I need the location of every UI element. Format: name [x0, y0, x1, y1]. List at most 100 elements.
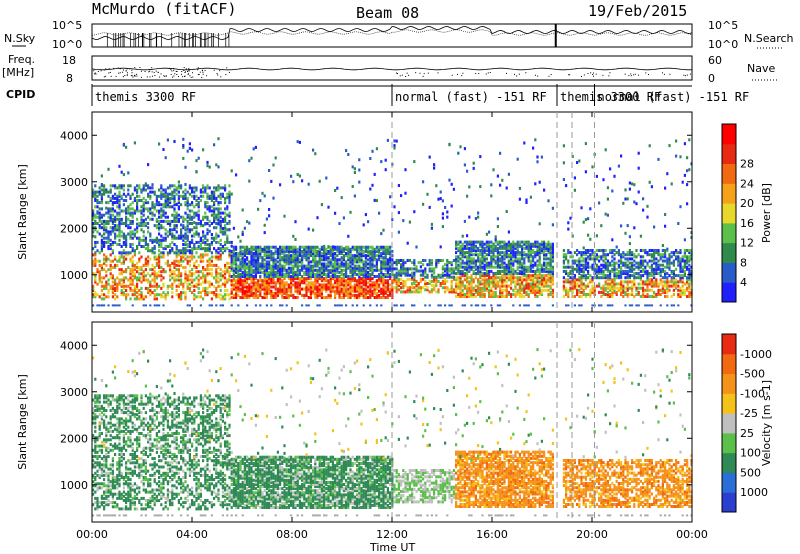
data-cell	[316, 254, 319, 258]
data-cell	[276, 293, 279, 297]
data-cell	[162, 188, 165, 192]
data-cell	[281, 283, 284, 287]
data-cell	[481, 257, 484, 261]
data-cell	[147, 243, 150, 246]
data-cell	[567, 280, 570, 284]
data-cell	[193, 261, 196, 265]
data-cell	[303, 273, 306, 276]
data-cell	[292, 245, 295, 249]
data-cell	[147, 261, 150, 265]
data-cell	[276, 249, 279, 253]
data-cell	[307, 266, 310, 270]
data-cell	[521, 269, 524, 273]
data-cell	[334, 304, 337, 307]
data-cell	[543, 284, 546, 288]
data-cell	[177, 253, 180, 257]
data-cell	[444, 267, 447, 271]
data-cell	[358, 289, 361, 293]
nave-dot	[184, 75, 186, 77]
data-cell	[162, 247, 165, 251]
nave-dot	[630, 73, 632, 75]
data-cell	[173, 140, 176, 143]
data-cell	[503, 272, 506, 275]
data-cell	[549, 259, 552, 263]
nave-dot	[140, 70, 142, 72]
data-cell	[518, 272, 521, 275]
data-cell	[481, 304, 484, 307]
data-cell	[441, 267, 444, 271]
data-cell	[358, 270, 361, 274]
data-cell	[342, 262, 345, 266]
data-cell	[279, 287, 282, 291]
data-cell	[279, 279, 282, 283]
data-cell	[503, 240, 506, 244]
data-cell	[532, 255, 535, 259]
data-cell	[171, 276, 174, 280]
data-cell	[395, 290, 398, 294]
nave-dot	[126, 68, 128, 70]
data-cell	[525, 240, 528, 244]
data-cell	[521, 263, 524, 267]
data-cell	[362, 268, 365, 272]
data-cell	[512, 280, 515, 284]
data-cell	[369, 289, 372, 293]
data-cell	[573, 282, 576, 286]
data-cell	[342, 281, 345, 285]
data-cell	[252, 254, 255, 258]
data-cell	[507, 269, 510, 273]
data-cell	[358, 252, 361, 255]
data-cell	[210, 196, 213, 200]
data-cell	[250, 293, 253, 297]
nave-dot	[175, 70, 177, 72]
data-cell	[477, 265, 480, 269]
data-cell	[100, 276, 103, 280]
data-cell	[202, 230, 205, 234]
data-cell	[378, 289, 381, 293]
data-cell	[373, 291, 376, 295]
data-cell	[177, 259, 180, 263]
data-cell	[380, 296, 383, 299]
data-cell	[369, 157, 372, 160]
data-cell	[202, 234, 205, 238]
data-cell	[237, 283, 240, 287]
data-cell	[413, 282, 416, 285]
data-cell	[217, 234, 220, 238]
data-cell	[175, 255, 178, 259]
data-cell	[483, 251, 486, 255]
data-cell	[303, 277, 306, 281]
data-cell	[466, 284, 469, 288]
data-cell	[422, 271, 425, 275]
data-cell	[171, 291, 174, 295]
data-cell	[162, 268, 165, 272]
data-cell	[296, 258, 299, 262]
data-cell	[107, 219, 110, 223]
data-cell	[547, 295, 550, 298]
data-cells	[92, 137, 693, 307]
data-cell	[281, 291, 284, 295]
data-cell	[169, 270, 172, 274]
data-cell	[529, 251, 532, 255]
data-cell	[468, 267, 471, 271]
data-cell	[353, 285, 356, 289]
data-cell	[336, 266, 339, 270]
data-cell	[210, 291, 213, 295]
data-cell	[334, 245, 337, 249]
data-cell	[122, 236, 125, 240]
data-cell	[294, 262, 297, 266]
data-cell	[472, 286, 475, 290]
data-cell	[158, 215, 161, 219]
data-cell	[290, 279, 293, 283]
data-cell	[441, 271, 444, 275]
data-cell	[147, 192, 150, 196]
data-cell	[265, 270, 268, 274]
data-cell	[358, 180, 361, 184]
data-cell	[213, 263, 216, 267]
data-cell	[353, 287, 356, 291]
nave-dot	[181, 70, 183, 72]
cpid-strip: themis 3300 RF normal (fast) -151 RF themi…	[91, 84, 749, 106]
data-cell	[96, 282, 99, 286]
data-cell	[527, 282, 530, 286]
data-cell	[140, 255, 143, 259]
data-cell	[259, 277, 262, 281]
